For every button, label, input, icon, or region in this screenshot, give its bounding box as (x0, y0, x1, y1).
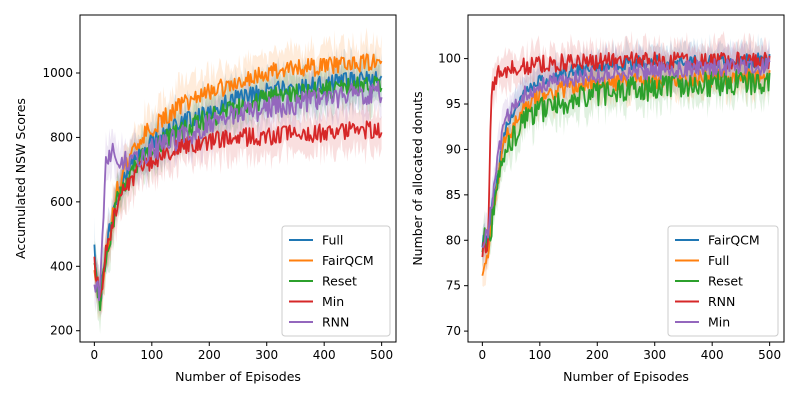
plot-area (481, 30, 771, 287)
x-tick-label: 200 (198, 348, 221, 362)
legend-box (281, 225, 391, 337)
legend-box (667, 225, 779, 337)
right-chart-panel: 0 100 200 300 400 500 70 75 80 85 90 95 100 Number of… (410, 14, 785, 384)
legend-label-fairqcm: FairQCM (322, 253, 374, 268)
x-tick-label: 500 (758, 348, 781, 362)
x-tick-label: 200 (586, 348, 609, 362)
legend-label-min: Min (322, 294, 344, 309)
legend-label-reset: Reset (322, 274, 357, 289)
y-tick-label: 70 (446, 324, 461, 338)
series-line-min (93, 120, 383, 300)
series-line-reset (481, 68, 771, 253)
legend: Full FairQCM Reset Min RNN (281, 225, 391, 337)
y-tick-label: 200 (50, 324, 73, 338)
legend: FairQCM Full Reset RNN Min (667, 225, 779, 337)
y-tick-label: 75 (446, 279, 461, 293)
left-chart-panel: 0 100 200 300 400 500 200 400 600 800 1000 Number o… (13, 14, 397, 384)
plot-area (93, 27, 383, 334)
axes-frame (467, 14, 785, 343)
legend-label-rnn: RNN (322, 315, 349, 330)
y-tick-label: 85 (446, 188, 461, 202)
series-lines (481, 51, 771, 276)
band-rnn (482, 30, 770, 277)
y-tick-label: 90 (446, 142, 461, 156)
band-full (94, 44, 382, 318)
x-axis-label: Number of Episodes (563, 369, 689, 384)
x-tick-label: 400 (313, 348, 336, 362)
y-tick-label: 100 (438, 52, 461, 66)
legend-label-full: Full (322, 233, 343, 248)
y-axis-label: Number of allocated donuts (410, 91, 425, 265)
x-tick-label: 300 (255, 348, 278, 362)
band-fairqcm (482, 33, 770, 267)
x-tick-label: 0 (479, 348, 487, 362)
legend-label-min: Min (708, 315, 730, 330)
y-axis-label: Accumulated NSW Scores (13, 98, 28, 259)
y-tick-label: 400 (50, 259, 73, 273)
axes-frame (79, 14, 397, 343)
series-line-rnn (481, 51, 771, 258)
legend-label-full: Full (708, 253, 729, 268)
y-tick-label: 800 (50, 130, 73, 144)
x-tick-label: 300 (643, 348, 666, 362)
y-tick-label: 80 (446, 233, 461, 247)
x-tick-label: 400 (701, 348, 724, 362)
y-tick-label: 1000 (42, 66, 73, 80)
y-tick-label: 95 (446, 97, 461, 111)
x-axis-label: Number of Episodes (175, 369, 301, 384)
legend-label-reset: Reset (708, 274, 743, 289)
series-line-fairqcm (93, 53, 383, 304)
x-tick-label: 100 (528, 348, 551, 362)
series-line-rnn (93, 80, 383, 302)
legend-label-fairqcm: FairQCM (708, 233, 760, 248)
x-tick-label: 0 (91, 348, 99, 362)
x-tick-label: 100 (140, 348, 163, 362)
series-lines (93, 53, 383, 312)
x-tick-label: 500 (370, 348, 393, 362)
y-tick-label: 600 (50, 195, 73, 209)
series-line-min (481, 56, 771, 249)
legend-label-rnn: RNN (708, 294, 735, 309)
